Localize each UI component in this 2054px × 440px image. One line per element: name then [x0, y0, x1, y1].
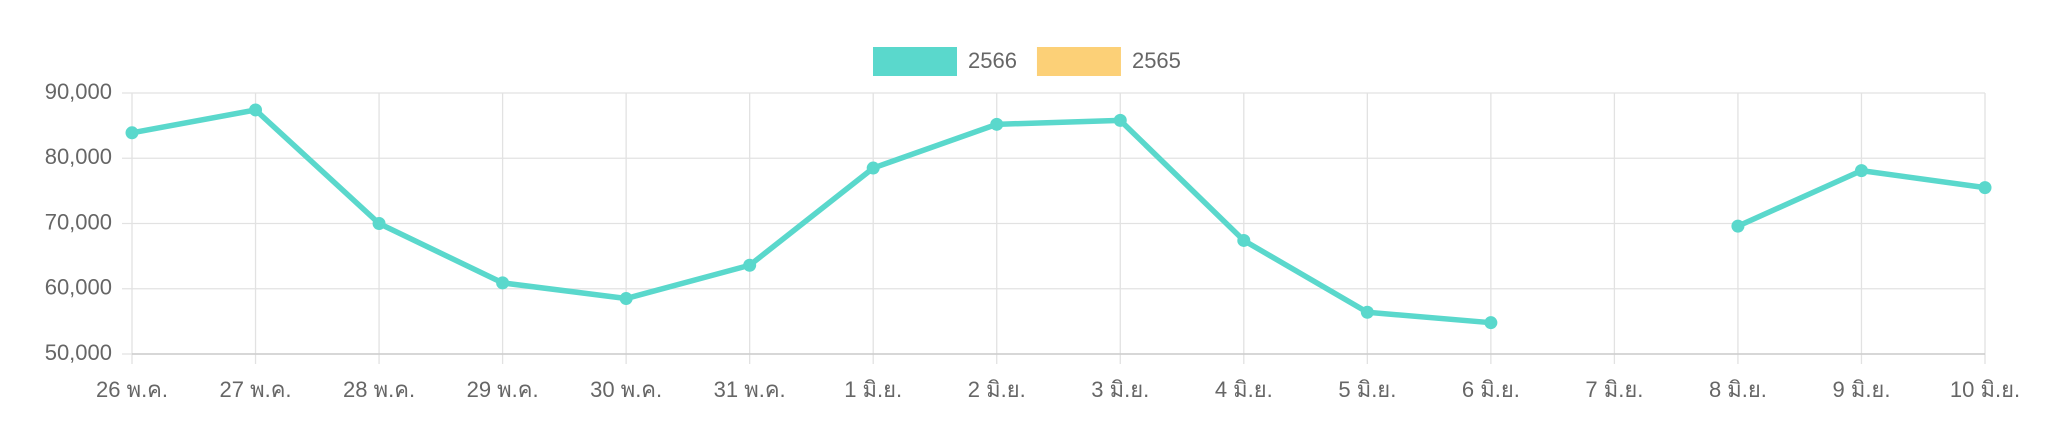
x-tick-label: 2 มิ.ย. — [968, 377, 1026, 402]
y-tick-label: 70,000 — [45, 209, 112, 234]
x-tick-label: 28 พ.ค. — [343, 377, 415, 402]
y-tick-label: 50,000 — [45, 340, 112, 365]
y-tick-label: 80,000 — [45, 144, 112, 169]
x-tick-label: 7 มิ.ย. — [1585, 377, 1643, 402]
point — [1854, 164, 1868, 178]
x-tick-label: 1 มิ.ย. — [844, 377, 902, 402]
x-tick-label: 5 มิ.ย. — [1338, 377, 1396, 402]
x-tick-label: 3 มิ.ย. — [1091, 377, 1149, 402]
legend-label: 2566 — [968, 48, 1017, 73]
point — [1731, 219, 1745, 233]
x-tick-label: 26 พ.ค. — [96, 377, 168, 402]
x-tick-label: 29 พ.ค. — [467, 377, 539, 402]
x-tick-label: 27 พ.ค. — [220, 377, 292, 402]
y-tick-label: 90,000 — [45, 79, 112, 104]
point — [249, 103, 263, 117]
point — [372, 217, 386, 230]
point — [619, 292, 633, 306]
x-tick-label: 4 มิ.ย. — [1215, 377, 1273, 402]
line — [131, 107, 1986, 326]
x-tick-label: 9 มิ.ย. — [1832, 377, 1890, 402]
point — [1978, 181, 1992, 195]
point — [1360, 305, 1374, 319]
point — [496, 276, 510, 290]
x-tick-label: 31 พ.ค. — [714, 377, 786, 402]
legend-swatch — [873, 47, 957, 76]
point — [1237, 233, 1251, 247]
x-tick-label: 30 พ.ค. — [590, 377, 662, 402]
x-tick-label: 8 มิ.ย. — [1709, 377, 1767, 402]
point — [125, 126, 139, 140]
point — [1484, 316, 1498, 330]
x-tick-label: 6 มิ.ย. — [1462, 377, 1520, 402]
point — [990, 117, 1004, 131]
point — [1113, 113, 1127, 127]
y-tick-label: 60,000 — [45, 275, 112, 300]
point — [866, 161, 880, 175]
x-tick-label: 10 มิ.ย. — [1950, 377, 2020, 402]
legend-swatch — [1036, 47, 1121, 76]
point — [743, 258, 757, 272]
legend-label: 2565 — [1132, 48, 1181, 73]
